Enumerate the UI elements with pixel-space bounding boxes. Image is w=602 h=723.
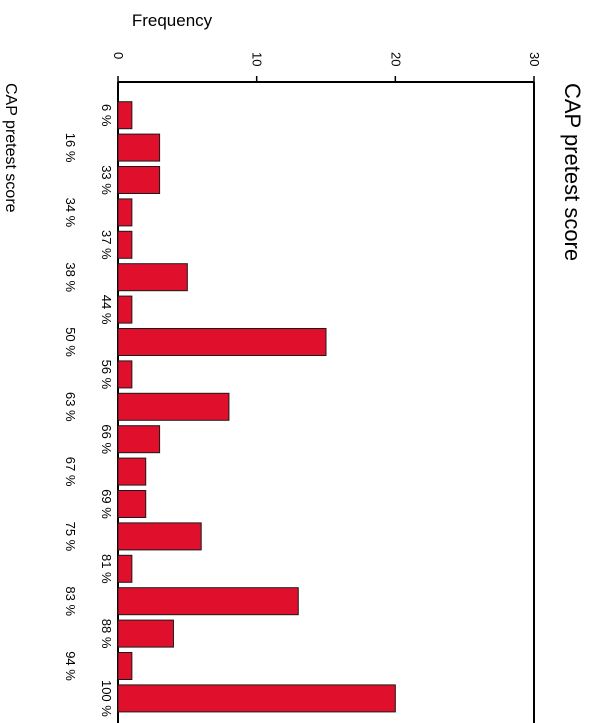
category-label-9: 63 %	[63, 392, 78, 422]
bar-1	[117, 133, 161, 162]
bar-10	[117, 425, 161, 454]
category-label-2: 33 %	[99, 165, 114, 195]
bar-15	[117, 587, 299, 616]
bar-18	[117, 684, 396, 713]
bar-3	[117, 198, 133, 227]
category-label-4: 37 %	[99, 230, 114, 260]
bar-2	[117, 166, 161, 194]
category-label-18: 100 %	[99, 680, 114, 717]
x-axis-label: CAP pretest score	[2, 83, 19, 213]
category-label-3: 34 %	[63, 198, 78, 228]
bar-14	[117, 554, 133, 583]
bar-7	[117, 328, 327, 356]
category-label-7: 50 %	[63, 327, 78, 357]
bar-5	[117, 263, 188, 292]
value-tick-label: 20	[388, 52, 403, 66]
value-tick-label: 10	[250, 52, 265, 66]
chart-title: CAP pretest score	[560, 83, 585, 261]
category-label-8: 56 %	[99, 360, 114, 390]
bar-12	[117, 490, 147, 518]
bar-13	[117, 522, 202, 551]
category-label-15: 83 %	[63, 586, 78, 616]
category-label-1: 16 %	[63, 133, 78, 163]
bar-17	[117, 652, 133, 680]
bar-16	[117, 619, 174, 648]
category-label-10: 66 %	[99, 424, 114, 454]
category-label-12: 69 %	[99, 489, 114, 519]
category-label-16: 88 %	[99, 619, 114, 649]
chart-marks: 0 10 20 30 6 % 16 % 33 % 34 % 37 % 38 % 44 % 50 % 56…	[63, 52, 542, 723]
value-tick-label: 0	[111, 52, 126, 59]
bar-8	[117, 360, 133, 389]
category-label-11: 67 %	[63, 457, 78, 487]
value-tick-label: 30	[527, 52, 542, 66]
bar-6	[117, 295, 133, 324]
category-label-17: 94 %	[63, 651, 78, 681]
bar-4	[117, 230, 133, 259]
category-label-0: 6 %	[99, 104, 114, 127]
frequency-axis-label: Frequency	[132, 11, 213, 30]
bar-9	[117, 392, 230, 421]
category-label-13: 75 %	[63, 522, 78, 552]
category-label-14: 81 %	[99, 554, 114, 584]
category-label-6: 44 %	[99, 295, 114, 325]
bar-11	[117, 457, 147, 486]
category-label-5: 38 %	[63, 262, 78, 292]
bar-0	[117, 101, 133, 130]
